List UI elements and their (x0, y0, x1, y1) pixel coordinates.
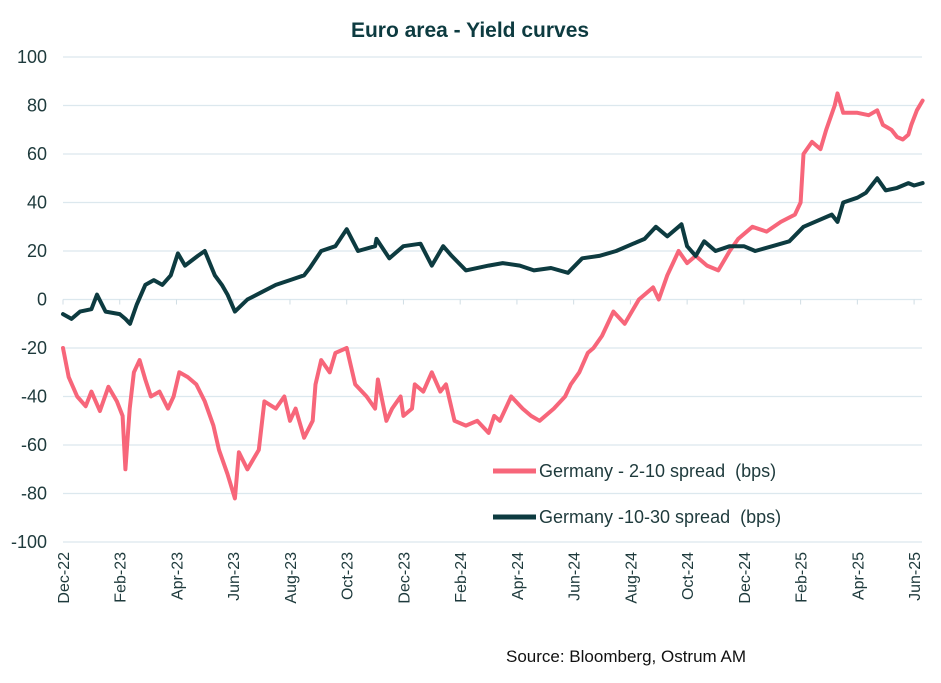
x-tick-label: Dec-22 (56, 552, 73, 604)
source-note: Source: Bloomberg, Ostrum AM (506, 647, 746, 666)
x-tick-label: Aug-23 (283, 552, 300, 604)
x-tick-label: Feb-25 (794, 552, 811, 603)
series-line-10-30-spread (61, 176, 925, 326)
legend-label-2-10: Germany - 2-10 spread (bps) (539, 461, 776, 481)
legend: Germany - 2-10 spread (bps) Germany -10-… (493, 461, 781, 527)
x-tick-label: Apr-25 (850, 552, 867, 600)
gridlines (63, 56, 922, 543)
x-tick-label: Jun-24 (567, 552, 584, 601)
x-tick-label: Apr-24 (510, 552, 527, 600)
x-tick-label: Oct-23 (340, 552, 357, 600)
x-tick-label: Jun-25 (907, 552, 924, 601)
x-tick-label: Feb-24 (453, 552, 470, 603)
series-line-2-10-spread (61, 91, 925, 501)
y-tick-label: 40 (27, 193, 47, 213)
y-tick-label: -60 (21, 435, 47, 455)
x-tick-label: Jun-23 (226, 552, 243, 601)
x-tick-label: Dec-24 (737, 552, 754, 604)
series-lines (61, 91, 925, 501)
x-tick-label: Aug-24 (623, 552, 640, 604)
x-tick-label: Oct-24 (680, 552, 697, 600)
y-tick-label: 20 (27, 241, 47, 261)
x-tick-label: Dec-23 (396, 552, 413, 604)
x-axis: Dec-22 Feb-23 Apr-23 Jun-23 Aug-23 Oct-23 Dec-… (56, 299, 924, 604)
y-tick-label: 80 (27, 96, 47, 116)
y-tick-label: 0 (37, 290, 47, 310)
x-tick-label: Feb-23 (113, 552, 130, 603)
x-tick-label: Apr-23 (169, 552, 186, 600)
y-axis: 100 80 60 40 20 0 -20 -40 -60 -80 -100 (11, 47, 47, 552)
legend-label-10-30: Germany -10-30 spread (bps) (539, 507, 781, 527)
y-tick-label: -20 (21, 338, 47, 358)
chart-title: Euro area - Yield curves (351, 19, 589, 42)
y-tick-label: 60 (27, 144, 47, 164)
y-tick-label: -100 (11, 532, 47, 552)
y-tick-label: -80 (21, 484, 47, 504)
y-tick-label: -40 (21, 387, 47, 407)
y-tick-label: 100 (17, 47, 47, 67)
